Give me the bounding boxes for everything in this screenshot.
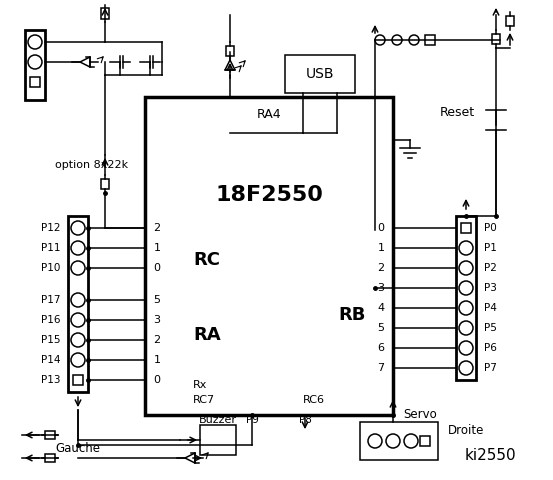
Text: Gauche: Gauche bbox=[55, 442, 101, 455]
Text: RB: RB bbox=[338, 306, 366, 324]
Bar bbox=[101, 9, 109, 19]
Bar bbox=[30, 77, 40, 87]
Bar bbox=[101, 179, 109, 190]
Text: ki2550: ki2550 bbox=[464, 447, 516, 463]
Bar bbox=[200, 425, 236, 455]
Text: 7: 7 bbox=[378, 363, 384, 373]
Polygon shape bbox=[80, 57, 90, 67]
Text: P1: P1 bbox=[484, 243, 497, 253]
Text: P13: P13 bbox=[40, 375, 60, 385]
Text: 0: 0 bbox=[154, 375, 160, 385]
Text: 0: 0 bbox=[378, 223, 384, 233]
Text: P4: P4 bbox=[484, 303, 497, 313]
Text: RC6: RC6 bbox=[303, 395, 325, 405]
Text: Droite: Droite bbox=[448, 423, 484, 436]
Text: Servo: Servo bbox=[403, 408, 437, 420]
Bar bbox=[73, 375, 83, 385]
Text: P16: P16 bbox=[40, 315, 60, 325]
Text: 1: 1 bbox=[154, 355, 160, 365]
Text: USB: USB bbox=[306, 67, 334, 81]
Bar bbox=[506, 15, 514, 26]
Text: RA4: RA4 bbox=[257, 108, 281, 121]
Bar bbox=[145, 97, 393, 415]
Text: 5: 5 bbox=[154, 295, 160, 305]
Text: P10: P10 bbox=[40, 263, 60, 273]
Bar bbox=[45, 431, 55, 439]
Text: 1: 1 bbox=[378, 243, 384, 253]
Text: P12: P12 bbox=[40, 223, 60, 233]
Text: Buzzer: Buzzer bbox=[199, 415, 237, 425]
Text: P9: P9 bbox=[246, 415, 258, 425]
Bar bbox=[25, 30, 45, 100]
Bar bbox=[456, 216, 476, 380]
Text: 4: 4 bbox=[378, 303, 384, 313]
Text: P8: P8 bbox=[299, 415, 311, 425]
Bar bbox=[425, 35, 435, 45]
Text: P5: P5 bbox=[484, 323, 497, 333]
Text: P14: P14 bbox=[40, 355, 60, 365]
Text: 0: 0 bbox=[154, 263, 160, 273]
Text: RC: RC bbox=[193, 251, 220, 269]
Text: Reset: Reset bbox=[440, 106, 475, 119]
Polygon shape bbox=[185, 453, 195, 463]
Bar bbox=[420, 436, 430, 446]
Bar bbox=[285, 55, 355, 93]
Text: P2: P2 bbox=[484, 263, 497, 273]
Text: 18F2550: 18F2550 bbox=[215, 185, 323, 205]
Text: 1: 1 bbox=[154, 243, 160, 253]
Text: RA: RA bbox=[193, 326, 221, 344]
Text: P7: P7 bbox=[484, 363, 497, 373]
Text: P6: P6 bbox=[484, 343, 497, 353]
Text: P3: P3 bbox=[484, 283, 497, 293]
Text: 2: 2 bbox=[153, 335, 160, 345]
Text: 3: 3 bbox=[378, 283, 384, 293]
Bar bbox=[360, 422, 438, 460]
Text: 3: 3 bbox=[154, 315, 160, 325]
Bar bbox=[68, 216, 88, 392]
Bar bbox=[45, 454, 55, 462]
Text: 6: 6 bbox=[378, 343, 384, 353]
Text: P0: P0 bbox=[484, 223, 497, 233]
Text: option 8x22k: option 8x22k bbox=[55, 160, 128, 170]
Bar bbox=[461, 223, 471, 233]
Bar bbox=[226, 46, 234, 56]
Text: P17: P17 bbox=[40, 295, 60, 305]
Bar bbox=[492, 34, 500, 44]
Text: Rx: Rx bbox=[193, 380, 207, 390]
Polygon shape bbox=[225, 60, 235, 70]
Text: P15: P15 bbox=[40, 335, 60, 345]
Text: 2: 2 bbox=[378, 263, 384, 273]
Text: 5: 5 bbox=[378, 323, 384, 333]
Text: RC7: RC7 bbox=[193, 395, 215, 405]
Text: P11: P11 bbox=[40, 243, 60, 253]
Text: 2: 2 bbox=[153, 223, 160, 233]
